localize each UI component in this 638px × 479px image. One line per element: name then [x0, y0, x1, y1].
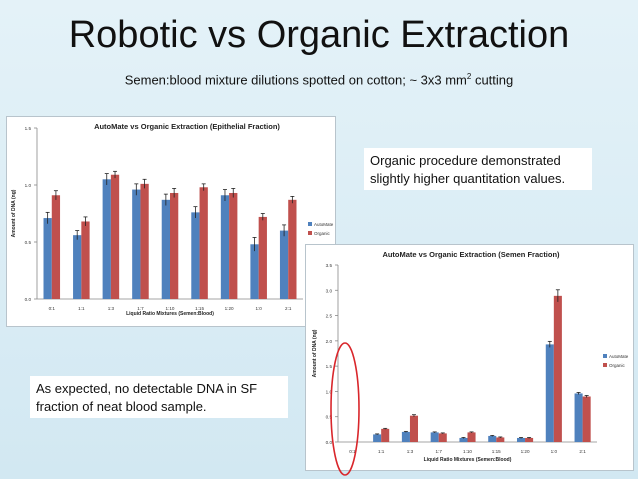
legend-swatch-automate	[308, 222, 312, 226]
y-tick-label: 1.0	[25, 183, 32, 188]
y-tick-label: 3.5	[326, 263, 333, 268]
x-tick-label: 1:10	[166, 306, 175, 311]
bar-organic-0-1	[51, 195, 61, 299]
subtitle-tail: cutting	[471, 72, 514, 88]
bar-organic-1-15	[496, 437, 505, 442]
bar-organic-1-10	[467, 432, 476, 442]
y-tick-label: 0.0	[25, 297, 32, 302]
bar-automate-1-10	[459, 437, 468, 442]
bar-automate-1-3	[102, 179, 111, 299]
bar-automate-2-1	[279, 230, 289, 299]
x-tick-label: 1:0	[255, 306, 262, 311]
y-tick-label: 1.0	[326, 389, 333, 394]
bar-automate-1-1	[73, 235, 82, 299]
y-tick-label: 2.5	[326, 314, 333, 319]
bar-organic-2-1	[582, 396, 591, 442]
x-axis-label: Liquid Ratio Mixtures (Semen:Blood)	[126, 311, 214, 317]
chart-title: AutoMate vs Organic Extraction (Semen Fr…	[382, 250, 560, 259]
callout-no-dna-blood: As expected, no detectable DNA in SF fra…	[30, 376, 288, 418]
x-tick-label: 1:1	[378, 449, 385, 454]
x-tick-label: 0:1	[49, 306, 56, 311]
slide-title: Robotic vs Organic Extraction	[68, 14, 570, 56]
y-axis-label: Amount of DNA (ng)	[312, 329, 318, 377]
bar-organic-1-20	[525, 437, 534, 442]
bar-automate-1-0	[545, 344, 554, 442]
bar-automate-1-15	[191, 212, 200, 299]
semen-chart-frame: AutoMate vs Organic Extraction (Semen Fr…	[305, 244, 634, 471]
callout-organic-higher: Organic procedure demonstrated slightly …	[364, 148, 592, 190]
semen-chart: AutoMate vs Organic Extraction (Semen Fr…	[312, 250, 629, 463]
bar-automate-1-1	[373, 434, 382, 442]
bar-organic-2-1	[288, 199, 297, 299]
x-axis-label: Liquid Ratio Mixtures (Semen:Blood)	[424, 457, 512, 463]
x-tick-label: 1:0	[551, 449, 558, 454]
bar-organic-1-1	[81, 221, 90, 299]
epithelial-chart: AutoMate vs Organic Extraction (Epitheli…	[11, 122, 334, 317]
chart-title: AutoMate vs Organic Extraction (Epitheli…	[94, 122, 280, 131]
x-tick-label: 1:3	[407, 449, 414, 454]
subtitle-superscript: 2	[466, 72, 472, 81]
y-axis-label: Amount of DNA (ng)	[11, 189, 17, 237]
bar-organic-1-0	[553, 295, 562, 442]
y-tick-label: 0.5	[25, 240, 32, 245]
bar-organic-1-1	[381, 428, 390, 442]
bar-automate-1-15	[488, 435, 497, 442]
x-tick-label: 1:3	[108, 306, 115, 311]
epithelial-chart-frame: AutoMate vs Organic Extraction (Epitheli…	[6, 116, 336, 327]
bar-automate-0-1	[43, 218, 52, 299]
bar-automate-2-1	[574, 393, 583, 442]
bar-organic-1-0	[258, 216, 267, 299]
y-tick-label: 0.0	[326, 440, 333, 445]
legend-swatch-automate	[603, 354, 607, 358]
x-tick-label: 2:1	[285, 306, 292, 311]
bar-organic-1-20	[229, 192, 238, 299]
bar-organic-1-15	[199, 187, 208, 299]
y-tick-label: 3.0	[326, 288, 333, 293]
legend-swatch-organic	[308, 231, 312, 235]
bar-organic-1-7	[140, 183, 149, 299]
x-tick-label: 1:1	[78, 306, 85, 311]
bar-automate-1-7	[132, 189, 141, 299]
x-tick-label: 1:7	[137, 306, 144, 311]
x-tick-label: 1:10	[463, 449, 472, 454]
x-tick-label: 1:15	[195, 306, 204, 311]
legend-swatch-organic	[603, 363, 607, 367]
bar-automate-1-10	[161, 199, 170, 299]
bar-organic-1-10	[170, 192, 179, 299]
legend-label-automate: AutoMate	[609, 354, 629, 359]
bar-automate-1-0	[250, 244, 259, 299]
legend-label-organic: Organic	[609, 363, 626, 368]
slide-subtitle: Semen:blood mixture dilutions spotted on…	[0, 72, 638, 87]
bar-automate-1-20	[220, 195, 230, 299]
bar-automate-1-7	[430, 432, 439, 442]
subtitle-main: Semen:blood mixture dilutions spotted on…	[124, 72, 467, 88]
x-tick-label: 1:20	[225, 306, 234, 311]
bar-organic-1-3	[110, 174, 120, 299]
x-tick-label: 1:7	[436, 449, 443, 454]
y-tick-label: 1.5	[25, 126, 32, 131]
x-tick-label: 2:1	[579, 449, 586, 454]
x-tick-label: 1:20	[521, 449, 530, 454]
bar-organic-1-7	[438, 433, 447, 442]
bar-organic-1-3	[409, 415, 419, 442]
y-tick-label: 1.5	[326, 364, 333, 369]
legend-label-automate: AutoMate	[314, 222, 334, 227]
y-tick-label: 0.5	[326, 415, 333, 420]
x-tick-label: 0:1	[349, 449, 356, 454]
y-tick-label: 2.0	[326, 339, 333, 344]
bar-automate-1-20	[516, 437, 526, 442]
x-tick-label: 1:15	[492, 449, 501, 454]
legend-label-organic: Organic	[314, 231, 331, 236]
bar-automate-1-3	[401, 431, 410, 442]
